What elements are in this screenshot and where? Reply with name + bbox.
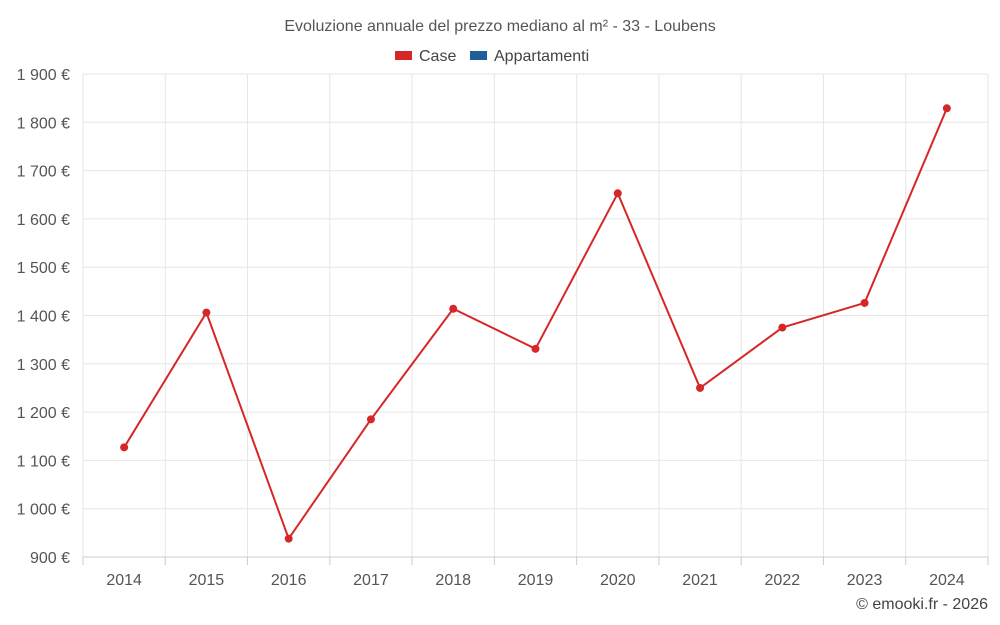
credit-text: © emooki.fr - 2026 bbox=[856, 596, 988, 613]
legend-swatch-appartamenti bbox=[470, 51, 487, 60]
y-tick-label: 1 600 € bbox=[17, 212, 70, 229]
data-point-case-2014[interactable] bbox=[120, 443, 129, 452]
x-tick-label-2017: 2017 bbox=[353, 572, 389, 589]
data-point-case-2019[interactable] bbox=[531, 344, 540, 353]
data-point-case-2018[interactable] bbox=[449, 304, 458, 313]
x-tick-label-2016: 2016 bbox=[271, 572, 307, 589]
legend: Case Appartamenti bbox=[395, 48, 589, 65]
x-tick-label-2021: 2021 bbox=[682, 572, 718, 589]
x-tick-label-2019: 2019 bbox=[518, 572, 554, 589]
legend-item-appartamenti[interactable]: Appartamenti bbox=[470, 48, 589, 65]
x-tick-label-2023: 2023 bbox=[847, 572, 883, 589]
data-point-case-2024[interactable] bbox=[942, 104, 951, 113]
y-tick-label: 1 800 € bbox=[17, 115, 70, 132]
data-point-case-2020[interactable] bbox=[613, 189, 622, 198]
data-point-case-2022[interactable] bbox=[778, 323, 787, 332]
x-tick-label-2022: 2022 bbox=[765, 572, 801, 589]
grid bbox=[82, 73, 989, 558]
y-tick-label: 1 300 € bbox=[17, 357, 70, 374]
x-tick-label-2015: 2015 bbox=[189, 572, 225, 589]
y-axis: 900 € 1 000 € 1 100 € 1 200 € 1 300 € 1 400 €… bbox=[17, 67, 70, 567]
series-case bbox=[120, 104, 951, 543]
y-tick-label: 1 900 € bbox=[17, 67, 70, 84]
x-axis: 2014 2015 2016 2017 2018 2019 2020 2021 2022 2023… bbox=[82, 556, 989, 589]
legend-label-case: Case bbox=[419, 48, 456, 65]
y-tick-label: 1 200 € bbox=[17, 405, 70, 422]
data-point-case-2016[interactable] bbox=[284, 534, 293, 543]
legend-swatch-case bbox=[395, 51, 412, 60]
x-tick-label-2018: 2018 bbox=[435, 572, 471, 589]
y-tick-label: 1 100 € bbox=[17, 453, 70, 470]
legend-label-appartamenti: Appartamenti bbox=[494, 48, 589, 65]
data-point-case-2023[interactable] bbox=[860, 298, 869, 307]
y-tick-label: 1 400 € bbox=[17, 309, 70, 326]
y-tick-label: 1 700 € bbox=[17, 164, 70, 181]
y-tick-label: 900 € bbox=[30, 550, 70, 567]
data-point-case-2015[interactable] bbox=[202, 308, 211, 317]
data-point-case-2021[interactable] bbox=[696, 383, 705, 392]
y-tick-label: 1 500 € bbox=[17, 260, 70, 277]
x-tick-label-2020: 2020 bbox=[600, 572, 636, 589]
data-point-case-2017[interactable] bbox=[366, 415, 375, 424]
x-tick-label-2014: 2014 bbox=[106, 572, 142, 589]
chart-title: Evoluzione annuale del prezzo mediano al… bbox=[284, 18, 715, 35]
legend-item-case[interactable]: Case bbox=[395, 48, 456, 65]
x-tick-label-2024: 2024 bbox=[929, 572, 965, 589]
y-tick-label: 1 000 € bbox=[17, 502, 70, 519]
